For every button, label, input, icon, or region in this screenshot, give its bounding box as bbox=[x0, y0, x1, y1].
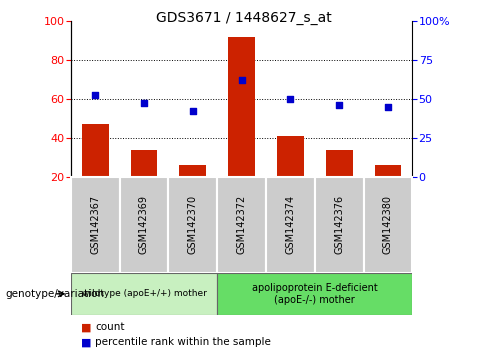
Point bbox=[91, 92, 99, 98]
Text: apolipoprotein E-deficient
(apoE-/-) mother: apolipoprotein E-deficient (apoE-/-) mot… bbox=[252, 283, 378, 305]
Bar bbox=[82, 124, 108, 177]
Text: percentile rank within the sample: percentile rank within the sample bbox=[95, 337, 271, 347]
Point bbox=[286, 96, 294, 102]
Text: GSM142380: GSM142380 bbox=[383, 195, 393, 254]
Bar bbox=[168, 177, 217, 273]
Bar bbox=[71, 273, 217, 315]
Bar bbox=[131, 150, 157, 177]
Point bbox=[189, 108, 197, 114]
Text: GSM142374: GSM142374 bbox=[285, 195, 295, 255]
Bar bbox=[375, 165, 401, 177]
Text: genotype/variation: genotype/variation bbox=[5, 289, 104, 299]
Bar bbox=[228, 37, 255, 177]
Point bbox=[384, 104, 392, 110]
Text: GSM142369: GSM142369 bbox=[139, 195, 149, 254]
Bar bbox=[315, 177, 364, 273]
Text: wildtype (apoE+/+) mother: wildtype (apoE+/+) mother bbox=[81, 289, 206, 298]
Text: GSM142376: GSM142376 bbox=[334, 195, 344, 255]
Bar bbox=[364, 177, 412, 273]
Text: GDS3671 / 1448627_s_at: GDS3671 / 1448627_s_at bbox=[156, 11, 332, 25]
Text: GSM142370: GSM142370 bbox=[188, 195, 198, 255]
Point bbox=[238, 77, 245, 82]
Bar bbox=[266, 177, 315, 273]
Text: count: count bbox=[95, 322, 124, 332]
Bar bbox=[217, 177, 266, 273]
Bar bbox=[277, 136, 304, 177]
Bar bbox=[326, 150, 352, 177]
Bar bbox=[71, 177, 120, 273]
Bar bbox=[120, 177, 168, 273]
Text: GSM142372: GSM142372 bbox=[237, 195, 246, 255]
Bar bbox=[180, 165, 206, 177]
Text: ■: ■ bbox=[81, 337, 91, 347]
Text: ■: ■ bbox=[81, 322, 91, 332]
Text: GSM142367: GSM142367 bbox=[90, 195, 100, 255]
Point bbox=[335, 102, 343, 108]
Bar bbox=[217, 273, 412, 315]
Point bbox=[140, 100, 148, 106]
